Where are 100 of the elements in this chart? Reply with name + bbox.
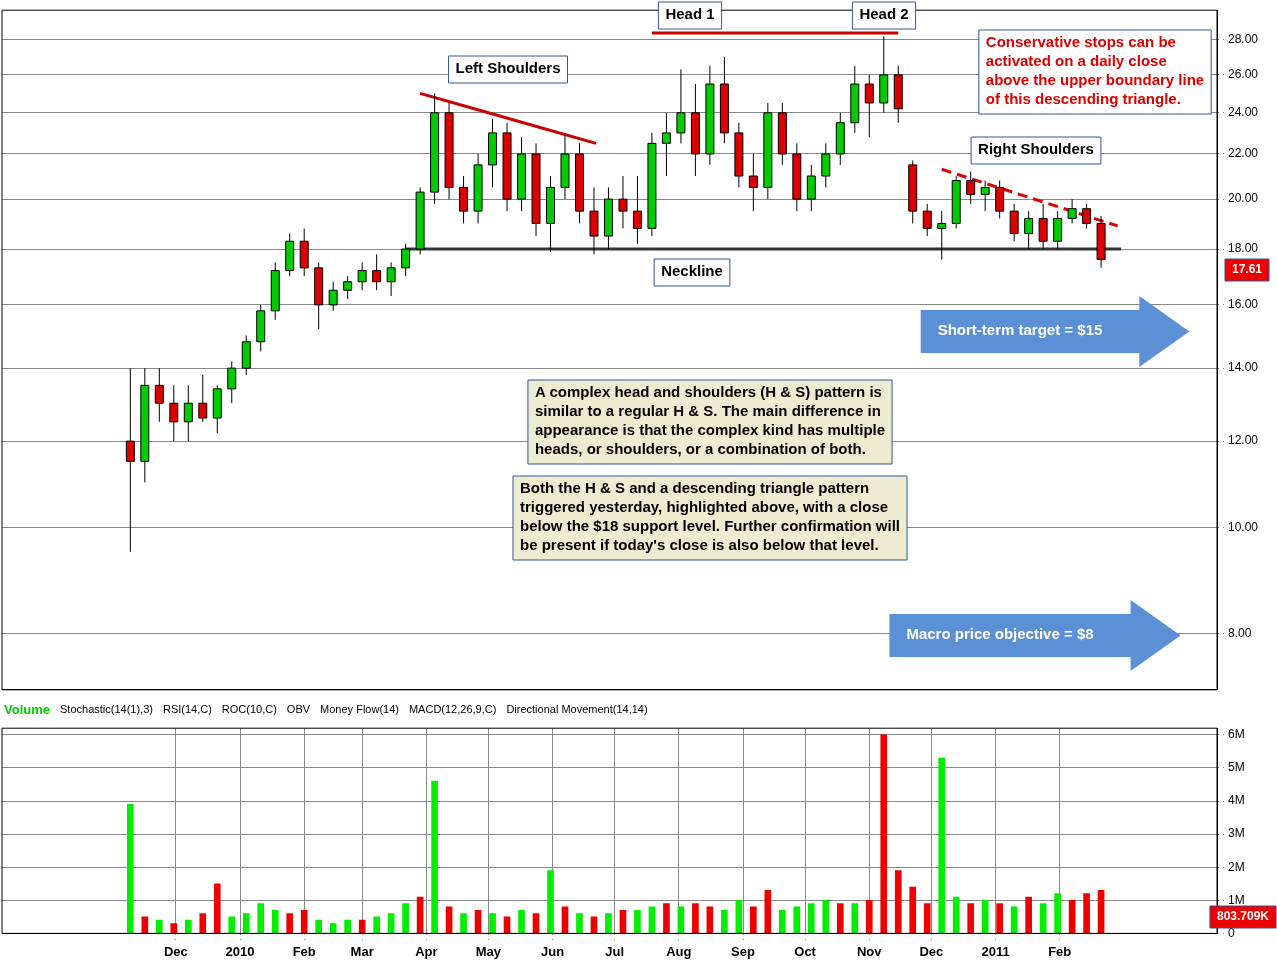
y-tick-label: 22.00 — [1228, 146, 1259, 161]
bar — [1054, 893, 1061, 934]
x-tick-label: Jul — [605, 943, 625, 959]
y-tick-label: 2M — [1228, 859, 1245, 874]
bar — [329, 923, 337, 934]
text: RSI(14,C) — [162, 703, 212, 715]
bar — [663, 903, 670, 934]
bar — [127, 803, 134, 934]
bar — [605, 913, 612, 934]
x-tick-label: Sep — [731, 943, 755, 959]
bar — [750, 906, 757, 934]
bar — [880, 734, 888, 934]
bar — [1083, 893, 1090, 934]
bar — [460, 913, 467, 934]
bar — [634, 909, 641, 934]
bar — [532, 913, 540, 934]
text: Money Flow(14) — [320, 703, 399, 715]
bar — [170, 923, 178, 934]
bar — [141, 916, 149, 934]
bar — [518, 909, 525, 934]
x-tick-label: Jun — [541, 943, 565, 959]
bar — [967, 903, 975, 934]
bar — [923, 903, 931, 934]
x-tick-label: Nov — [856, 943, 883, 959]
annotation: Macro price objective = $8 — [906, 624, 1094, 642]
annotation: Head 2 — [859, 4, 909, 22]
bar — [779, 909, 786, 934]
text: Volume — [4, 701, 50, 717]
y-tick-label: 3M — [1228, 826, 1245, 841]
bar — [909, 886, 917, 934]
bar — [373, 916, 380, 934]
bar — [387, 913, 395, 934]
bar — [1039, 903, 1047, 934]
y-tick-label: 28.00 — [1228, 32, 1259, 47]
text: MACD(12,26,9,C) — [408, 703, 497, 715]
text: OBV — [286, 703, 311, 715]
y-tick-label: 14.00 — [1228, 360, 1259, 375]
bar — [242, 913, 250, 934]
bar — [402, 903, 409, 934]
bar — [996, 903, 1003, 934]
y-tick-label: 4M — [1228, 793, 1245, 808]
x-tick-label: Mar — [350, 943, 374, 959]
bar — [431, 780, 438, 934]
x-tick-label: Apr — [415, 943, 438, 959]
y-tick-label: 24.00 — [1228, 105, 1259, 120]
y-tick-label: 0 — [1228, 925, 1235, 940]
bar — [807, 903, 815, 934]
bar — [938, 757, 946, 934]
bar — [1097, 890, 1105, 934]
bar — [793, 906, 801, 934]
x-tick-label: Feb — [292, 943, 316, 959]
text: Stochastic(14(1),3) — [60, 703, 153, 715]
annotation: Both the H & S and a descending triangle pattern triggered yesterday, highlighted above, with a close below the $18 support level. Further confirmation will be present if today's close is also below that level. — [519, 478, 901, 553]
bar — [213, 883, 221, 934]
bar — [547, 870, 554, 934]
bar — [1068, 899, 1076, 934]
text: 17.61 — [1231, 262, 1263, 277]
x-tick-label: May — [475, 943, 502, 959]
x-tick-label: 2011 — [981, 943, 1010, 959]
bar — [981, 899, 989, 934]
bar — [576, 913, 583, 934]
x-tick-label: Dec — [919, 943, 944, 959]
bar — [822, 899, 830, 934]
x-tick-label: Aug — [666, 943, 692, 959]
x-tick-label: Feb — [1048, 943, 1072, 959]
annotation: Conservative stops can be activated on a daily close above the upper boundary line of this descending triangle. — [985, 32, 1205, 107]
y-tick-label: 16.00 — [1228, 297, 1259, 312]
annotation: Right Shoulders — [978, 139, 1094, 157]
y-tick-label: 5M — [1228, 760, 1245, 775]
bar — [184, 919, 192, 934]
bar — [315, 919, 323, 934]
annotation: Short-term target = $15 — [937, 320, 1103, 338]
y-tick-label: 20.00 — [1228, 191, 1259, 206]
bar — [836, 903, 844, 934]
annotation: Neckline — [661, 261, 723, 279]
y-tick-label: 10.00 — [1228, 519, 1259, 534]
bar — [344, 919, 351, 934]
annotation: Left Shoulders — [455, 58, 561, 76]
bar — [865, 899, 873, 934]
bar — [692, 903, 699, 934]
bar — [1025, 896, 1032, 934]
bar — [851, 903, 859, 934]
x-tick-label: Oct — [794, 943, 817, 959]
bar — [894, 870, 902, 934]
annotation: 803.709K — [1216, 909, 1270, 924]
bar — [257, 903, 265, 934]
x-tick-label: Dec — [163, 943, 188, 959]
bar — [721, 909, 728, 934]
y-tick-label: 8.00 — [1228, 625, 1252, 640]
bar — [228, 916, 236, 934]
bar — [199, 913, 207, 934]
bar — [489, 913, 496, 934]
bar — [155, 919, 163, 934]
bar — [735, 899, 743, 934]
annotation: Head 1 — [665, 4, 715, 22]
bar — [300, 909, 308, 934]
bar — [764, 890, 772, 934]
text: ROC(10,C) — [221, 703, 277, 715]
bar — [952, 896, 960, 934]
y-tick-label: 26.00 — [1228, 67, 1259, 82]
